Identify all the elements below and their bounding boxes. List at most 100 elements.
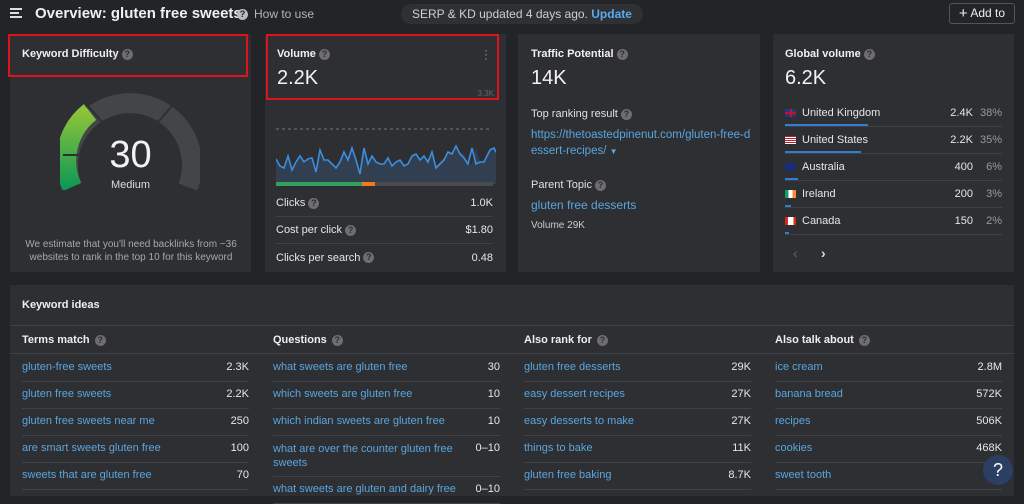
- keyword-link[interactable]: are smart sweets gluten free: [22, 442, 161, 454]
- help-icon[interactable]: ?: [620, 108, 632, 120]
- country-row[interactable]: Australia 400 6%: [785, 154, 1002, 181]
- country-row[interactable]: United States 2.2K 35%: [785, 127, 1002, 154]
- also-rank-for-column: Also rank for? gluten free desserts 29K e…: [524, 325, 751, 490]
- keyword-row[interactable]: what sweets are gluten free 30: [273, 355, 500, 382]
- country-name: Ireland: [802, 188, 836, 200]
- add-to-button[interactable]: + Add to: [949, 3, 1015, 24]
- keyword-row[interactable]: gluten free sweets 2.2K: [22, 382, 249, 409]
- help-icon[interactable]: ?: [121, 48, 133, 60]
- keyword-link[interactable]: which sweets are gluten free: [273, 388, 413, 400]
- keyword-row[interactable]: are smart sweets gluten free 100: [22, 436, 249, 463]
- keyword-link[interactable]: easy desserts to make: [524, 415, 635, 427]
- help-icon[interactable]: ?: [318, 48, 330, 60]
- keyword-volume: 10: [487, 388, 500, 400]
- country-name: United Kingdom: [802, 107, 881, 119]
- help-icon[interactable]: ?: [595, 179, 607, 191]
- help-icon[interactable]: ?: [331, 334, 343, 346]
- country-pct: 6%: [986, 161, 1002, 173]
- keyword-row[interactable]: which indian sweets are gluten free 10: [273, 409, 500, 436]
- keyword-link[interactable]: gluten free sweets: [22, 388, 112, 400]
- column-header: Questions?: [273, 325, 500, 355]
- keyword-link[interactable]: what sweets are gluten free: [273, 361, 408, 373]
- menu-icon[interactable]: [10, 8, 22, 18]
- country-row[interactable]: Ireland 200 3%: [785, 181, 1002, 208]
- keyword-volume: 572K: [976, 388, 1002, 400]
- help-icon[interactable]: ?: [345, 224, 357, 236]
- keyword-row[interactable]: easy desserts to make 27K: [524, 409, 751, 436]
- keyword-link[interactable]: banana bread: [775, 388, 843, 400]
- keyword-link[interactable]: things to bake: [524, 442, 593, 454]
- keyword-row[interactable]: sweet tooth3: [775, 463, 1002, 490]
- volume-title: Volume ?: [277, 48, 330, 60]
- help-icon[interactable]: ?: [94, 334, 106, 346]
- cps-label-text: Clicks per search: [276, 251, 361, 264]
- keyword-row[interactable]: banana bread 572K: [775, 382, 1002, 409]
- keyword-row[interactable]: gluten free sweets near me 250: [22, 409, 249, 436]
- keyword-link[interactable]: cookies: [775, 442, 813, 454]
- country-name: Australia: [802, 161, 845, 173]
- terms-match-column: Terms match? gluten-free sweets 2.3K glut…: [22, 325, 249, 490]
- column-header-label: Terms match: [22, 334, 90, 346]
- keyword-row[interactable]: sweets that are gluten free 70: [22, 463, 249, 490]
- keyword-row[interactable]: gluten-free sweets 2.3K: [22, 355, 249, 382]
- keyword-row[interactable]: what sweets are gluten and dairy free 0–1…: [273, 477, 500, 504]
- parent-topic-link[interactable]: gluten free desserts: [531, 198, 637, 212]
- keyword-volume: 29K: [731, 361, 751, 373]
- clicks-label: Clicks ?: [276, 197, 320, 209]
- keyword-link[interactable]: gluten free sweets near me: [22, 415, 155, 427]
- keyword-volume: 0–10: [475, 483, 500, 495]
- help-icon[interactable]: ?: [363, 252, 375, 264]
- kd-title: Keyword Difficulty ?: [22, 48, 133, 60]
- keyword-row[interactable]: recipes 506K: [775, 409, 1002, 436]
- keyword-link[interactable]: gluten free desserts: [524, 361, 621, 373]
- keyword-link[interactable]: recipes: [775, 415, 811, 427]
- keyword-link[interactable]: what are over the counter gluten free sw…: [273, 443, 453, 469]
- keyword-row[interactable]: cookies 468K: [775, 436, 1002, 463]
- help-icon[interactable]: ?: [616, 48, 628, 60]
- add-to-label: Add to: [970, 6, 1006, 20]
- country-name: Canada: [802, 215, 841, 227]
- keyword-row[interactable]: ice cream 2.8M: [775, 355, 1002, 382]
- country-row[interactable]: United Kingdom 2.4K 38%: [785, 100, 1002, 127]
- keyword-link[interactable]: gluten free baking: [524, 469, 612, 481]
- keyword-link[interactable]: sweets that are gluten free: [22, 469, 152, 481]
- keyword-link[interactable]: ice cream: [775, 361, 823, 373]
- keyword-row[interactable]: what are over the counter gluten free sw…: [273, 436, 500, 477]
- column-header-label: Questions: [273, 334, 327, 346]
- keyword-row[interactable]: gluten free baking 8.7K: [524, 463, 751, 490]
- more-options-icon[interactable]: · · ·: [484, 43, 488, 65]
- help-icon[interactable]: ?: [863, 48, 875, 60]
- tp-value: 14K: [531, 67, 567, 89]
- prev-page-button[interactable]: ‹: [793, 245, 798, 261]
- divider: [10, 353, 1014, 354]
- country-row[interactable]: Canada 150 2%: [785, 208, 1002, 235]
- help-icon[interactable]: ?: [596, 334, 608, 346]
- keyword-link[interactable]: what sweets are gluten and dairy free: [273, 483, 456, 495]
- keyword-link[interactable]: sweet tooth: [775, 469, 832, 481]
- uk-flag-icon: [785, 109, 796, 118]
- gv-title: Global volume ?: [785, 48, 875, 60]
- kd-description: We estimate that you'll need backlinks f…: [25, 239, 237, 263]
- help-icon[interactable]: ?: [308, 197, 320, 209]
- dropdown-caret-icon[interactable]: ▼: [609, 147, 618, 156]
- how-to-use-link[interactable]: ? How to use: [237, 7, 314, 21]
- keyword-row[interactable]: gluten free desserts 29K: [524, 355, 751, 382]
- keyword-row[interactable]: things to bake 11K: [524, 436, 751, 463]
- share-bar: [785, 232, 789, 234]
- next-page-button[interactable]: ›: [821, 245, 826, 261]
- country-pct: 35%: [979, 134, 1002, 146]
- top-result-url[interactable]: https://thetoastedpinenut.com/gluten-fre…: [531, 127, 753, 160]
- top-result-url-text[interactable]: https://thetoastedpinenut.com/gluten-fre…: [531, 129, 751, 157]
- volume-title-label: Volume: [277, 48, 316, 60]
- ireland-flag-icon: [785, 190, 796, 199]
- keyword-link[interactable]: easy dessert recipes: [524, 388, 625, 400]
- help-chat-button[interactable]: ?: [983, 455, 1013, 485]
- keyword-row[interactable]: which sweets are gluten free 10: [273, 382, 500, 409]
- kd-rating: Medium: [110, 179, 151, 191]
- help-icon[interactable]: ?: [858, 334, 870, 346]
- update-link[interactable]: Update: [591, 7, 632, 21]
- keyword-row[interactable]: easy dessert recipes 27K: [524, 382, 751, 409]
- keyword-link[interactable]: gluten-free sweets: [22, 361, 112, 373]
- keyword-volume: 30: [487, 361, 500, 373]
- keyword-link[interactable]: which indian sweets are gluten free: [273, 415, 445, 427]
